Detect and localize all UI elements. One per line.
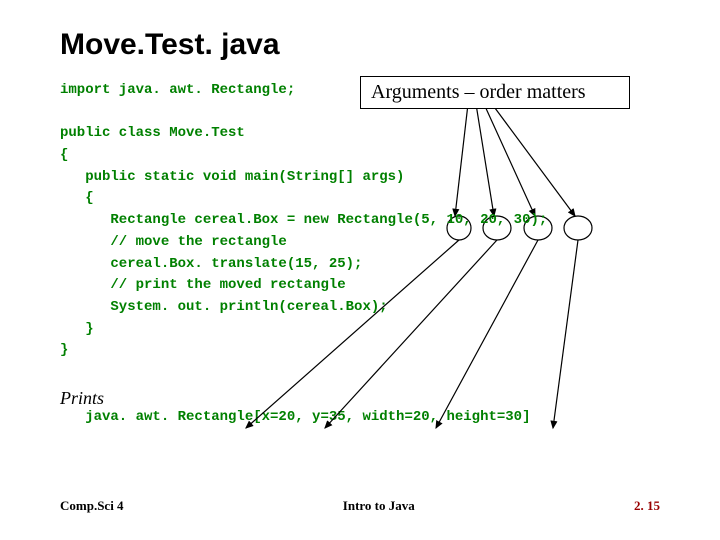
code-class: public class Move.Test bbox=[60, 125, 245, 141]
code-translate: cereal.Box. translate(15, 25); bbox=[60, 256, 362, 272]
code-rect: Rectangle cereal.Box = new Rectangle(5, … bbox=[60, 212, 547, 228]
footer-left: Comp.Sci 4 bbox=[60, 498, 124, 514]
footer-right: 2. 15 bbox=[634, 498, 660, 514]
callout-text: Arguments – order matters bbox=[371, 81, 586, 103]
prints-output: java. awt. Rectangle[x=20, y=35, width=2… bbox=[60, 409, 530, 425]
code-cbrace: } bbox=[60, 342, 68, 358]
code-brace: { bbox=[60, 147, 68, 163]
footer: Comp.Sci 4 Intro to Java 2. 15 bbox=[60, 498, 660, 514]
code-comment2: // print the moved rectangle bbox=[60, 277, 346, 293]
code-comment1: // move the rectangle bbox=[60, 234, 287, 250]
code-cbrace2: } bbox=[60, 321, 94, 337]
code-import: import java. awt. Rectangle; bbox=[60, 82, 295, 98]
code-main: public static void main(String[] args) bbox=[60, 169, 404, 185]
footer-mid: Intro to Java bbox=[343, 498, 415, 514]
prints-block: Prints java. awt. Rectangle[x=20, y=35, … bbox=[60, 388, 660, 425]
code-brace2: { bbox=[60, 190, 94, 206]
slide-title: Move.Test. java bbox=[60, 28, 660, 62]
code-println: System. out. println(cereal.Box); bbox=[60, 299, 388, 315]
code-block: import java. awt. Rectangle; public clas… bbox=[60, 80, 660, 362]
callout-box: Arguments – order matters bbox=[360, 76, 630, 109]
prints-label: Prints bbox=[60, 388, 104, 408]
